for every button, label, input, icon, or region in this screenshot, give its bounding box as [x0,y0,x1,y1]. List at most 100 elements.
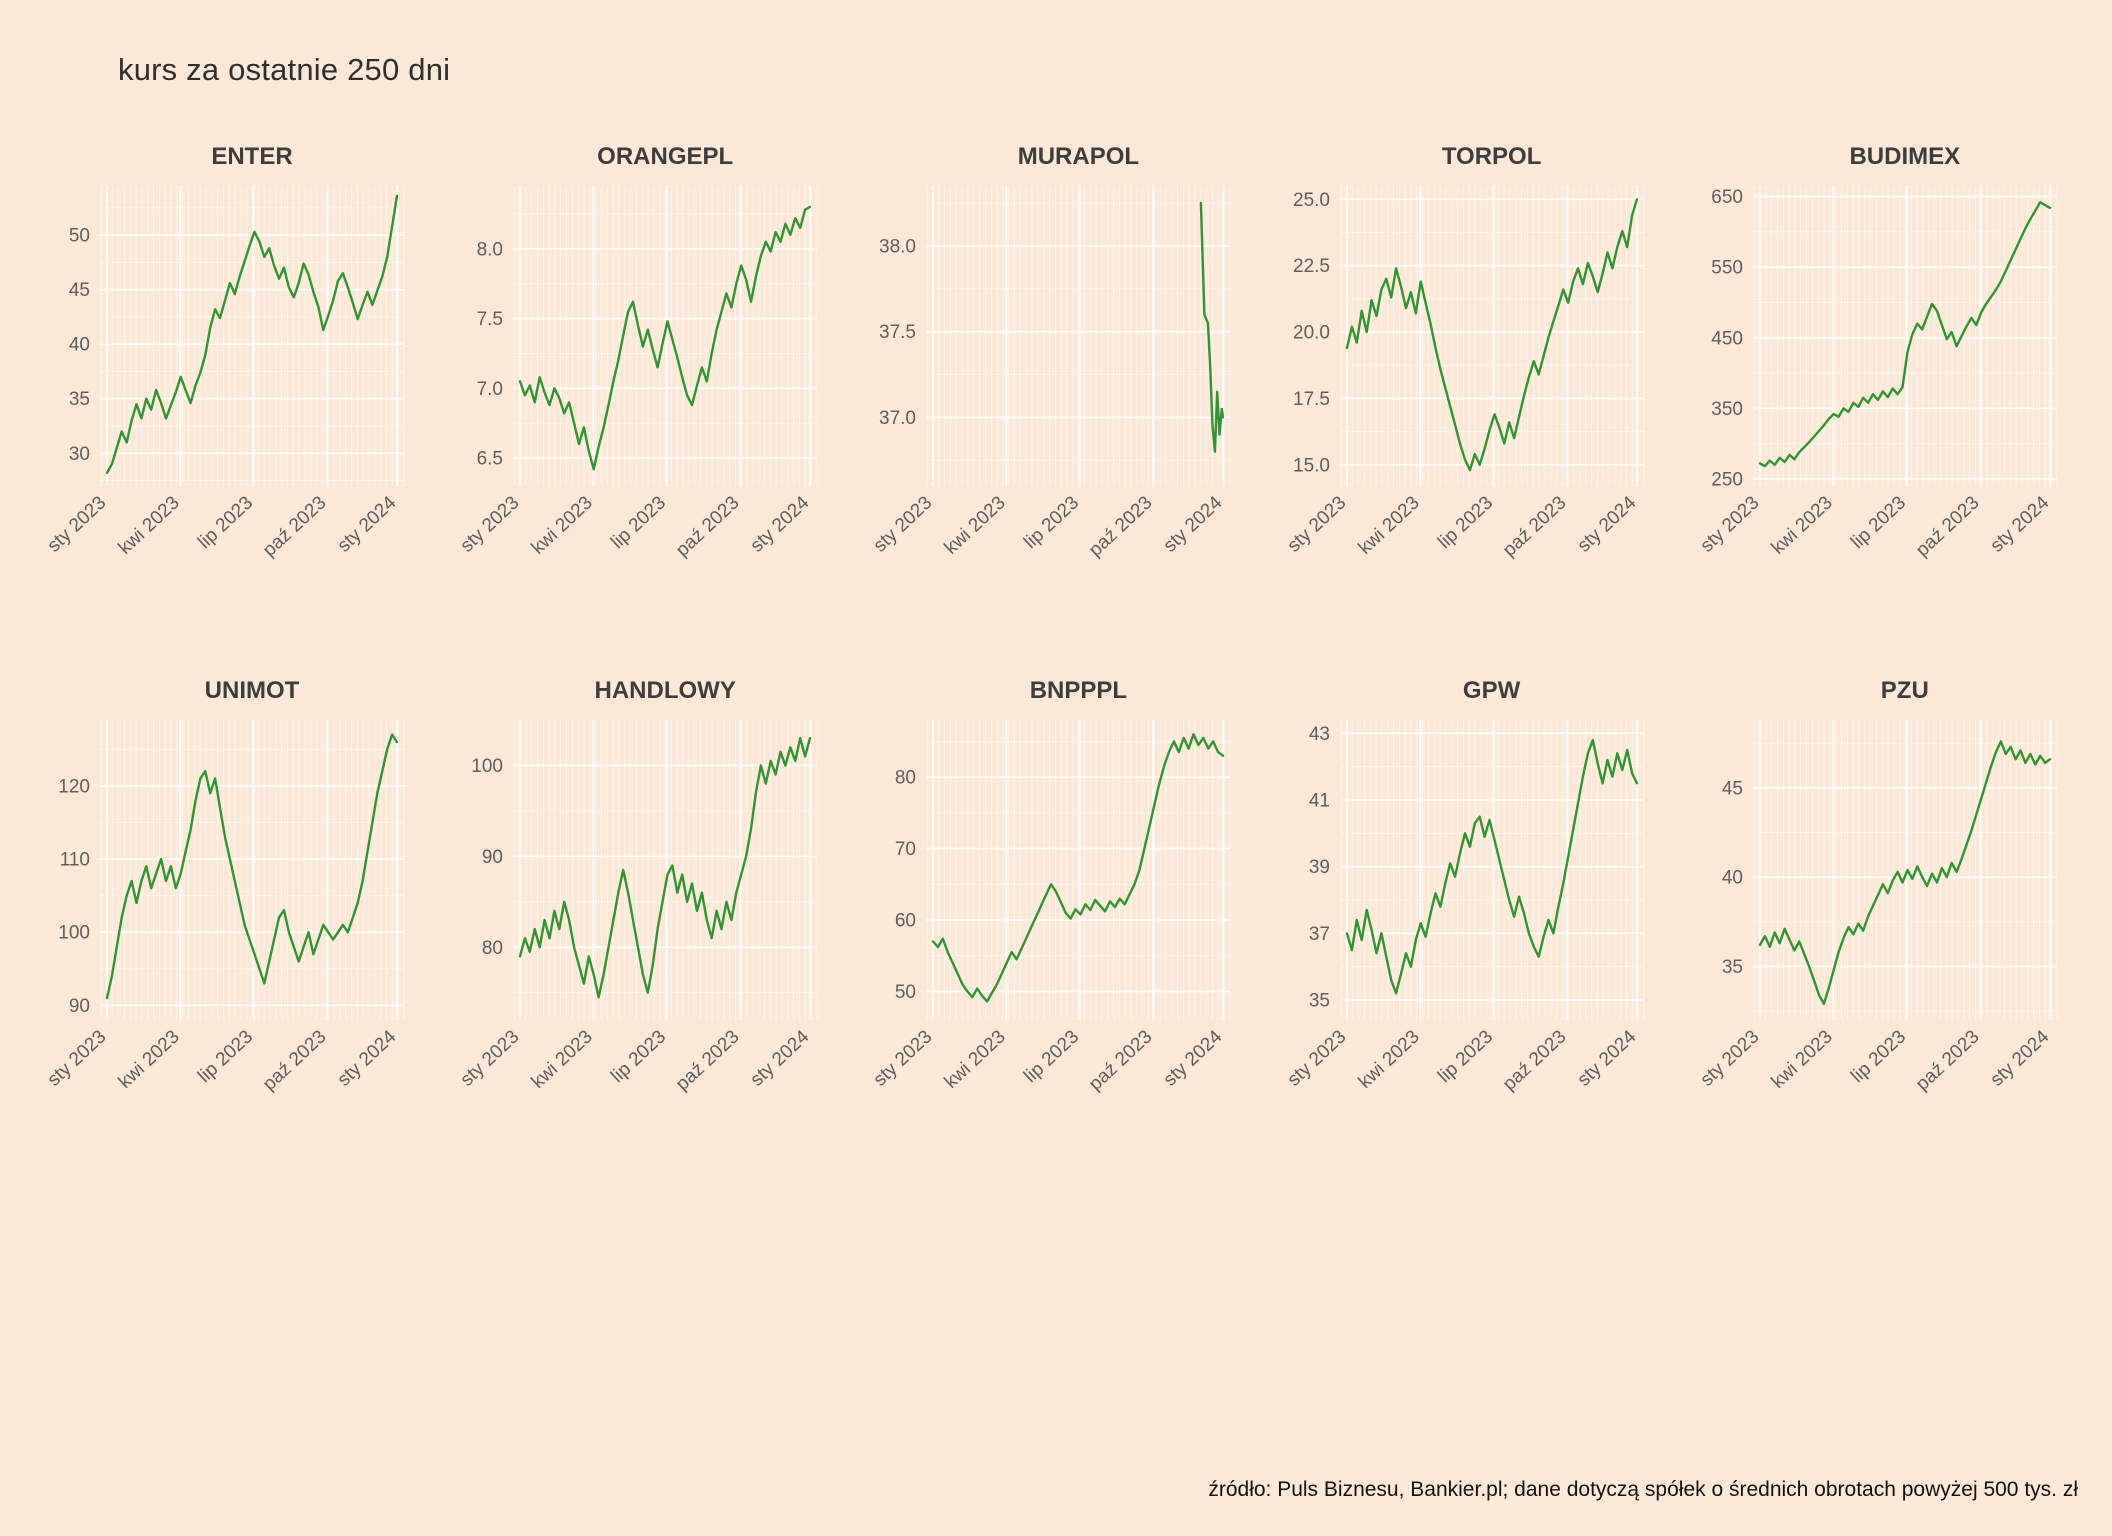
y-axis-labels: 80 90 100 [471,756,503,959]
chart-panel-unimot: UNIMOT 90 100 110 120 sty 2023 kwi 2023 lip 202… [26,676,418,1122]
svg-text:7.0: 7.0 [477,379,503,400]
x-axis-labels: sty 2023 kwi 2023 lip 2023 paź 2023 sty 2024 [1696,1026,2053,1095]
svg-text:paź 2023: paź 2023 [259,1026,331,1095]
y-axis-labels: 6.5 7.0 7.5 8.0 [477,239,503,469]
chart-panel-handlowy: HANDLOWY 80 90 100 sty 2023 kwi 2023 lip 2023 p… [439,676,831,1122]
svg-text:kwi 2023: kwi 2023 [115,492,184,559]
x-axis-labels: sty 2023 kwi 2023 lip 2023 paź 2023 sty 2024 [44,492,401,561]
svg-text:37: 37 [1308,924,1329,945]
svg-text:paź 2023: paź 2023 [672,1026,744,1095]
svg-text:sty 2023: sty 2023 [1696,492,1763,556]
svg-text:paź 2023: paź 2023 [259,492,331,561]
svg-text:22.5: 22.5 [1293,256,1330,277]
svg-text:lip 2023: lip 2023 [1020,492,1083,553]
svg-text:kwi 2023: kwi 2023 [528,492,597,559]
svg-text:lip 2023: lip 2023 [194,1026,257,1087]
chart-panel-budimex: BUDIMEX 250 350 450 550 650 sty 2023 kwi 2023 li… [1679,142,2071,588]
svg-text:20.0: 20.0 [1293,323,1330,344]
x-axis-labels: sty 2023 kwi 2023 lip 2023 paź 2023 sty 2024 [457,1026,814,1095]
svg-text:lip 2023: lip 2023 [1434,1026,1497,1087]
svg-text:250: 250 [1711,469,1743,490]
svg-text:lip 2023: lip 2023 [607,492,670,553]
svg-text:sty 2024: sty 2024 [1160,492,1227,557]
x-axis-labels: sty 2023 kwi 2023 lip 2023 paź 2023 sty 2024 [870,492,1227,561]
y-axis-labels: 30 35 40 45 50 [69,226,90,465]
svg-text:17.5: 17.5 [1293,389,1330,410]
x-axis-labels: sty 2023 kwi 2023 lip 2023 paź 2023 sty 2024 [1696,492,2053,561]
svg-text:kwi 2023: kwi 2023 [941,1026,1010,1093]
svg-text:35: 35 [1308,991,1329,1012]
y-axis-labels: 15.0 17.5 20.0 22.5 25.0 [1293,190,1330,476]
chart-title: TORPOL [1441,143,1542,170]
price-line [1758,740,2051,1006]
svg-text:sty 2024: sty 2024 [1986,492,2053,557]
chart-title: ENTER [211,143,293,170]
svg-text:sty 2023: sty 2023 [1283,1026,1350,1090]
chart-panel-enter: ENTER 30 35 40 45 50 sty 2023 kwi 2023 lip 2023 p… [26,142,418,588]
svg-text:sty 2024: sty 2024 [1573,1026,1640,1091]
svg-text:90: 90 [69,996,90,1017]
price-line [1200,201,1225,453]
svg-text:sty 2024: sty 2024 [747,492,814,557]
svg-text:paź 2023: paź 2023 [1912,1026,1984,1095]
svg-text:paź 2023: paź 2023 [1499,1026,1571,1095]
svg-text:43: 43 [1308,724,1329,745]
price-line [1345,198,1638,472]
svg-text:120: 120 [58,776,90,797]
svg-text:kwi 2023: kwi 2023 [1767,492,1836,559]
chart-plot: 80 90 100 sty 2023 kwi 2023 lip 2023 paź 2023 s… [457,720,818,1095]
svg-text:paź 2023: paź 2023 [1499,492,1571,561]
svg-text:sty 2024: sty 2024 [334,492,401,557]
svg-text:sty 2024: sty 2024 [747,1026,814,1091]
chart-plot: 250 350 450 550 650 sty 2023 kwi 2023 lip 2023 p… [1696,186,2058,561]
chart-plot: 15.0 17.5 20.0 22.5 25.0 sty 2023 kwi 2023 lip … [1283,186,1645,561]
price-line [105,733,399,1000]
gridlines [926,720,1231,1020]
chart-panel-torpol: TORPOL 15.0 17.5 20.0 22.5 25.0 sty 2023 kwi 20… [1266,142,1658,588]
svg-text:60: 60 [895,911,916,932]
gridlines [100,720,405,1020]
svg-text:kwi 2023: kwi 2023 [1354,1026,1423,1093]
svg-text:70: 70 [895,839,916,860]
svg-text:sty 2024: sty 2024 [1986,1026,2053,1091]
svg-text:paź 2023: paź 2023 [1085,492,1157,561]
svg-text:90: 90 [482,847,503,868]
chart-title: UNIMOT [204,677,300,704]
y-axis-labels: 250 350 450 550 650 [1711,187,1743,490]
svg-text:40: 40 [69,335,90,356]
svg-text:39: 39 [1308,857,1329,878]
svg-text:45: 45 [69,280,90,301]
svg-text:sty 2023: sty 2023 [1283,492,1350,556]
chart-title: GPW [1462,677,1521,704]
chart-title: MURAPOL [1017,143,1140,170]
svg-text:8.0: 8.0 [477,239,503,260]
svg-text:35: 35 [1722,957,1743,978]
source-note: źródło: Puls Biznesu, Bankier.pl; dane d… [1208,1478,2078,1501]
svg-text:kwi 2023: kwi 2023 [1767,1026,1836,1093]
gridlines [1339,186,1645,486]
svg-text:lip 2023: lip 2023 [607,1026,670,1087]
x-axis-labels: sty 2023 kwi 2023 lip 2023 paź 2023 sty 2024 [457,492,814,561]
chart-plot: 6.5 7.0 7.5 8.0 sty 2023 kwi 2023 lip 2023 paź … [457,186,818,561]
price-line [1758,201,2051,468]
chart-plot: 37.0 37.5 38.0 sty 2023 kwi 2023 lip 2023 paź … [870,186,1231,561]
gridlines [1339,720,1645,1020]
svg-text:45: 45 [1722,778,1743,799]
svg-text:110: 110 [60,850,90,871]
svg-text:paź 2023: paź 2023 [672,492,744,561]
svg-text:80: 80 [482,938,503,959]
svg-text:37.5: 37.5 [879,322,916,343]
svg-text:25.0: 25.0 [1293,190,1330,211]
svg-text:sty 2024: sty 2024 [1573,492,1640,557]
price-line [932,733,1225,1003]
y-axis-labels: 35 37 39 41 43 [1308,724,1329,1012]
chart-title: BNPPPL [1029,677,1128,704]
chart-panel-gpw: GPW 35 37 39 41 43 sty 2023 kwi 2023 lip 2023 paź… [1266,676,1658,1122]
svg-text:paź 2023: paź 2023 [1912,492,1984,561]
svg-text:sty 2024: sty 2024 [334,1026,401,1091]
chart-panel-bnpppl: BNPPPL 50 60 70 80 sty 2023 kwi 2023 lip 2023 pa… [852,676,1244,1122]
x-axis-labels: sty 2023 kwi 2023 lip 2023 paź 2023 sty 2024 [870,1026,1227,1095]
gridlines [100,186,405,486]
svg-text:kwi 2023: kwi 2023 [1354,492,1423,559]
